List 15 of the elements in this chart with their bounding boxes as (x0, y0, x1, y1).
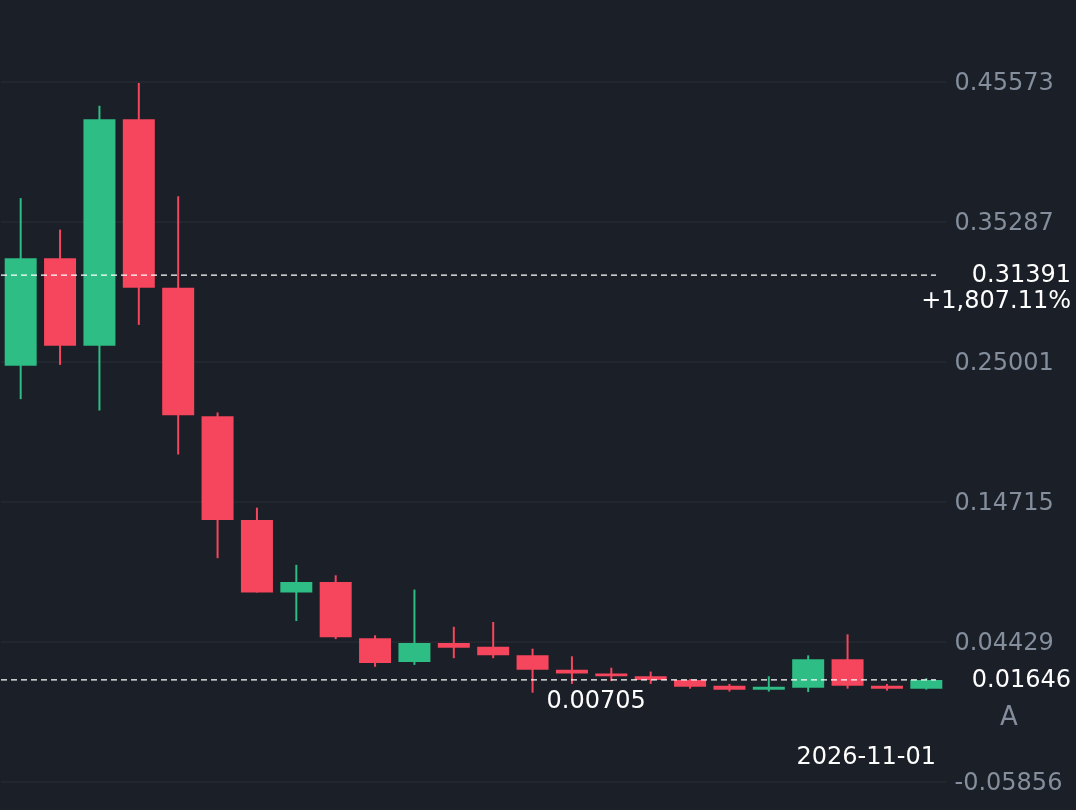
annotation: 0.00705 (546, 685, 646, 714)
ref-line-label: 0.01646 (971, 664, 1071, 693)
y-tick-label: 0.04429 (954, 627, 1054, 656)
y-tick-label: 0.45573 (954, 67, 1054, 96)
y-tick-label: 0.14715 (954, 487, 1054, 516)
candlestick (280, 563, 313, 623)
candlestick (477, 620, 510, 660)
ref-line-label: 0.31391 (971, 260, 1071, 289)
text: A (1000, 701, 1019, 731)
y-tick-label: -0.05856 (954, 767, 1063, 796)
annotation: +1,807.11% (921, 286, 1071, 315)
y-tick-label: 0.25001 (954, 347, 1054, 376)
y-tick-label: 0.35287 (954, 207, 1054, 236)
annotation: 2026-11-01 (796, 742, 936, 770)
candlestick (437, 625, 470, 660)
